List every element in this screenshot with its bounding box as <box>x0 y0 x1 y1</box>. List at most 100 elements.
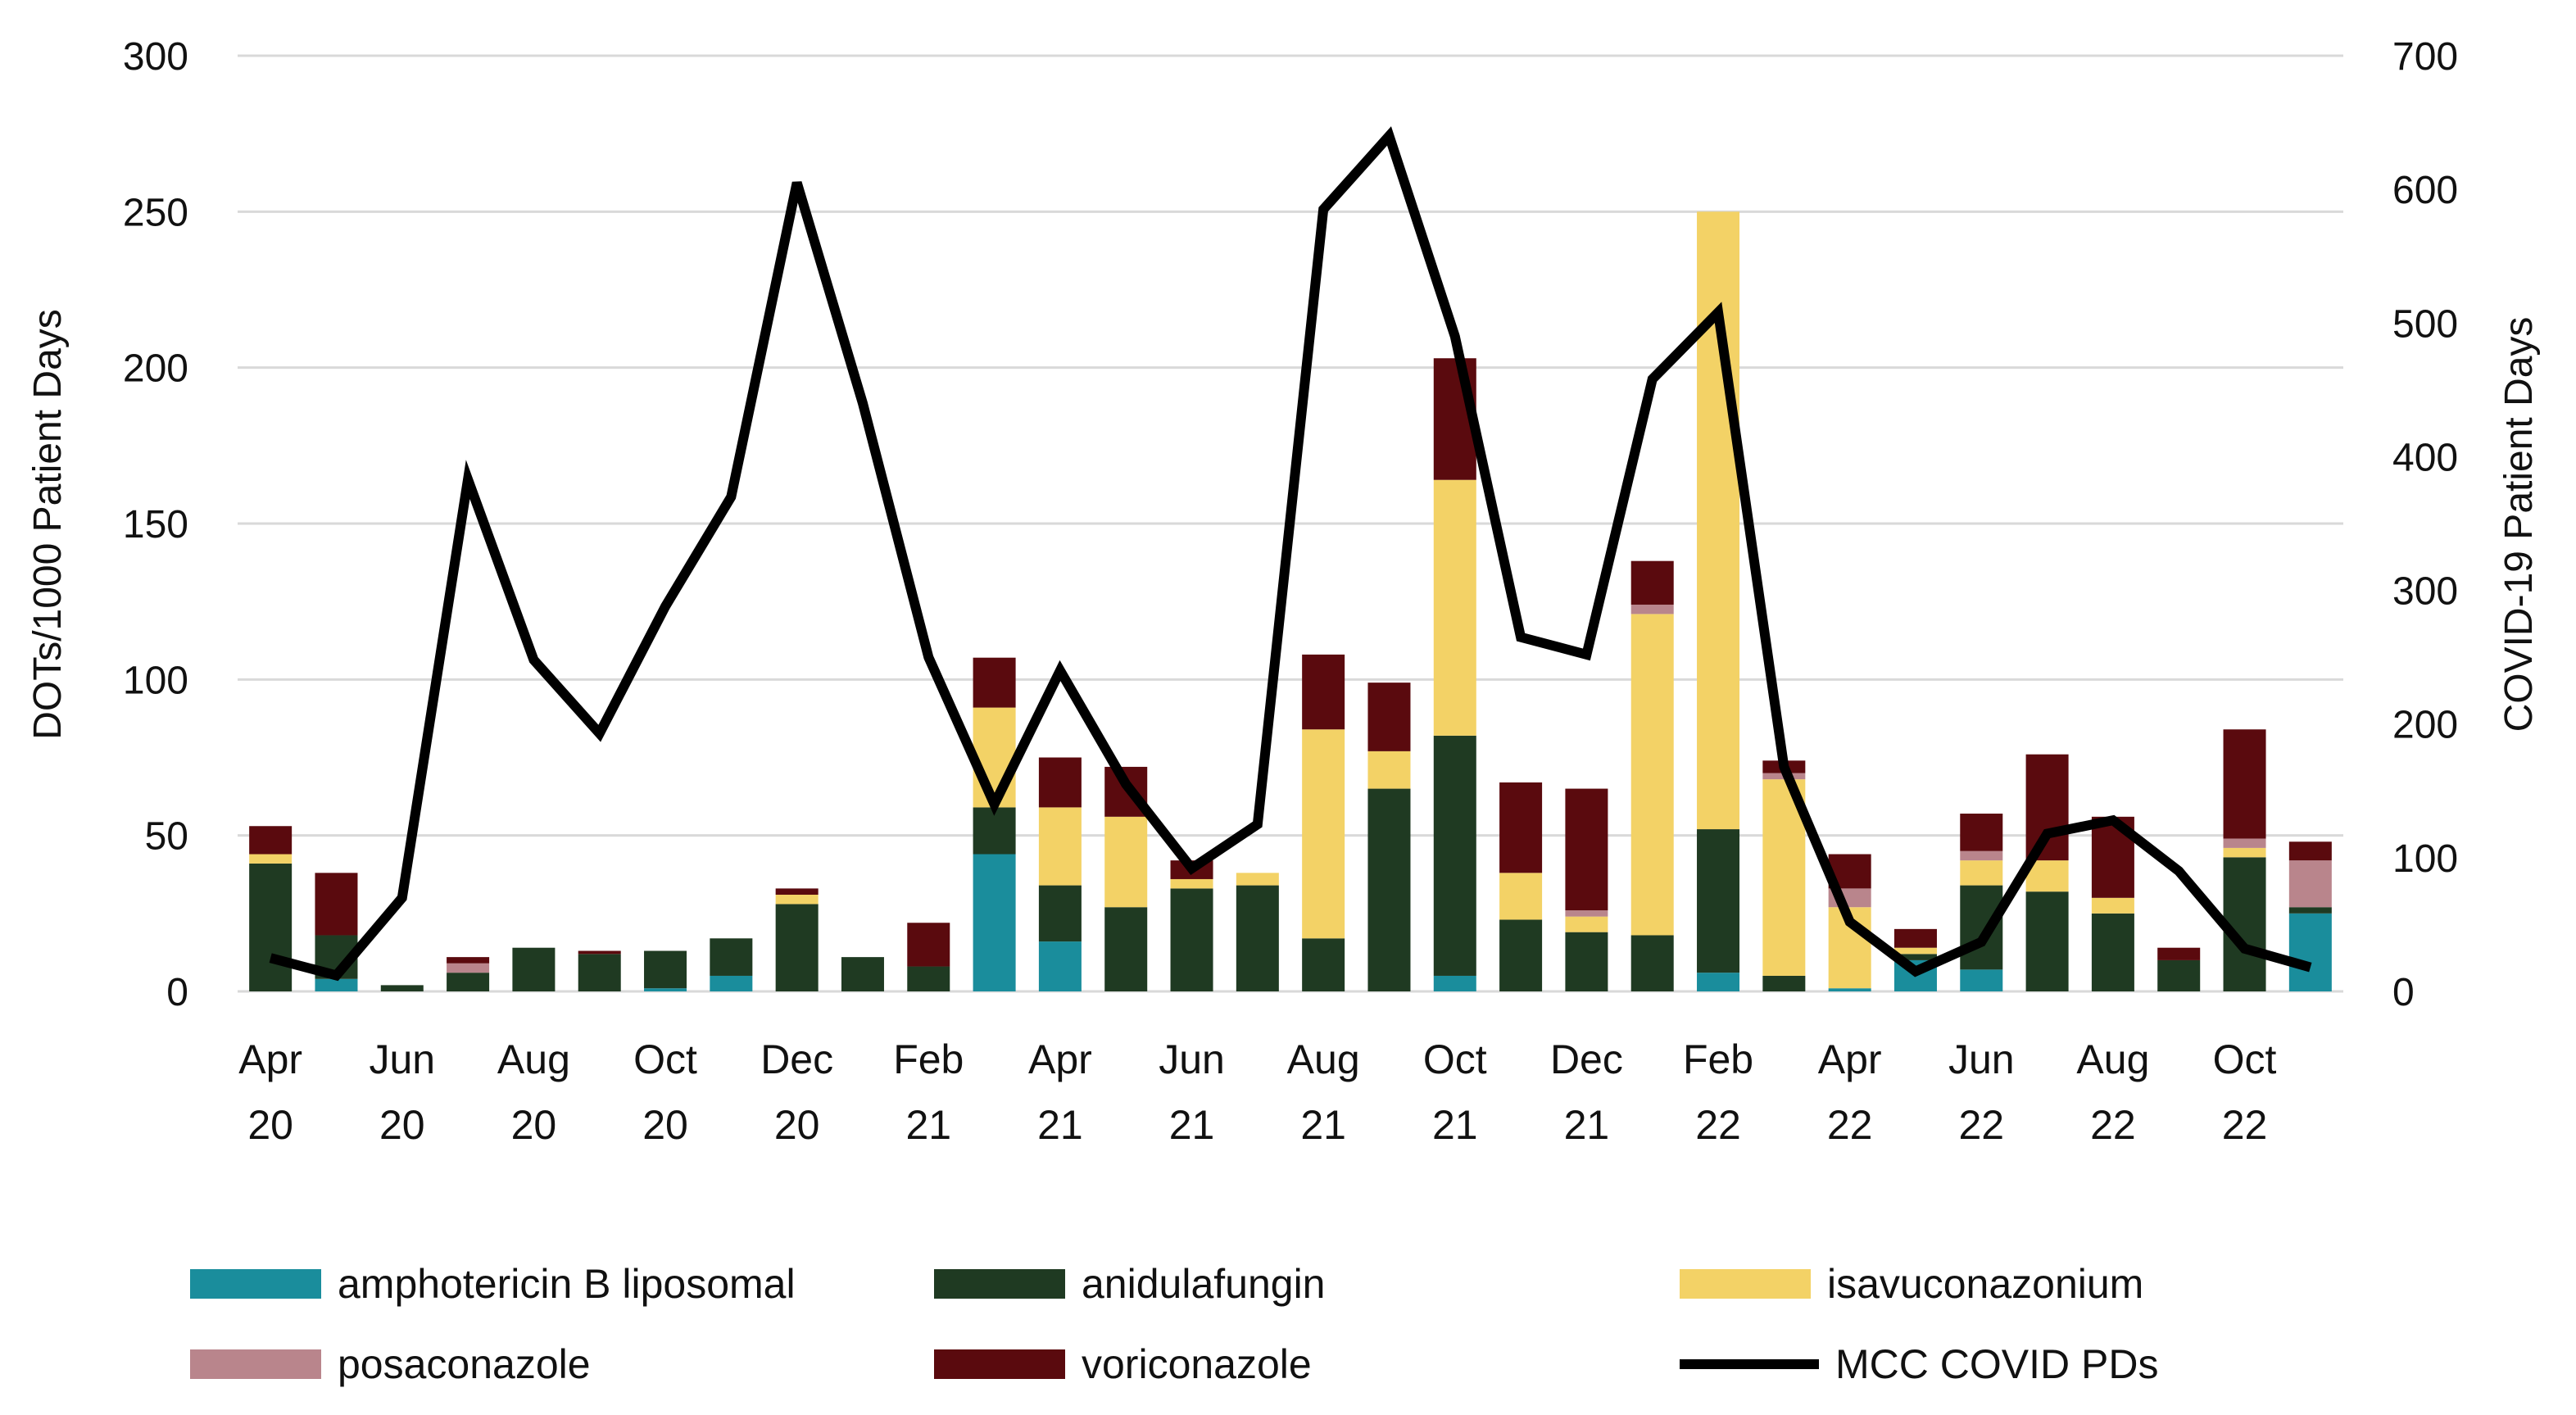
bar-segment-posaconazole <box>2288 860 2332 908</box>
x-tick-label-month: Jun <box>369 1036 435 1082</box>
legend-label: amphotericin B liposomal <box>338 1261 796 1307</box>
x-tick-label-year: 20 <box>511 1102 557 1148</box>
left-tick-label: 200 <box>123 347 188 391</box>
x-tick-label-year: 22 <box>1827 1102 1873 1148</box>
x-tick-label-month: Dec <box>760 1036 833 1082</box>
bar-segment-anidulafungin <box>1893 954 1937 960</box>
left-tick-label: 250 <box>123 191 188 234</box>
bar-segment-amphotericin-b-liposomal <box>1038 941 1082 991</box>
x-tick-label-year: 21 <box>1432 1102 1478 1148</box>
bar-segment-voriconazole <box>2025 754 2069 861</box>
bar-segment-isavuconazonium <box>1170 878 1213 889</box>
x-tick-label-month: Jun <box>1159 1036 1225 1082</box>
bar-segment-anidulafungin <box>1367 788 1411 991</box>
x-tick-label-month: Feb <box>1683 1036 1753 1082</box>
bar-segment-anidulafungin <box>380 985 424 991</box>
bar-segment-anidulafungin <box>1960 885 2003 970</box>
legend-swatch <box>1680 1269 1811 1299</box>
bar-segment-voriconazole <box>1038 757 1082 808</box>
bar-segment-posaconazole <box>2223 838 2266 848</box>
bar-segment-posaconazole <box>447 963 490 973</box>
bar-segment-posaconazole <box>1565 910 1608 917</box>
bar-segment-isavuconazonium <box>1697 211 1740 830</box>
bar-segment-anidulafungin <box>841 957 884 991</box>
bar-segment-isavuconazonium <box>2091 897 2134 914</box>
right-tick-label: 100 <box>2392 837 2458 881</box>
bar-segment-amphotericin-b-liposomal <box>1960 969 2003 991</box>
right-tick-label: 200 <box>2392 704 2458 747</box>
bar-segment-isavuconazonium <box>249 854 293 864</box>
legend-swatch <box>190 1269 321 1299</box>
x-tick-label-year: 22 <box>1695 1102 1741 1148</box>
bar-stacks <box>249 211 2332 991</box>
bar-segment-voriconazole <box>775 888 819 895</box>
x-tick-label-month: Oct <box>2213 1036 2277 1082</box>
x-tick-label-month: Oct <box>1423 1036 1487 1082</box>
bar-segment-anidulafungin <box>249 863 293 991</box>
legend-label: MCC COVID PDs <box>1835 1341 2158 1387</box>
covid-line-layer <box>269 126 2312 982</box>
x-tick-label-year: 21 <box>1037 1102 1083 1148</box>
x-tick-label-year: 21 <box>1300 1102 1346 1148</box>
bar-segment-amphotericin-b-liposomal <box>644 988 687 991</box>
legend-label: anidulafungin <box>1082 1261 1326 1307</box>
bar-segment-voriconazole <box>2157 947 2201 960</box>
x-tick-label-year: 22 <box>2222 1102 2268 1148</box>
bar-segment-isavuconazonium <box>1630 614 1674 936</box>
bar-segment-isavuconazonium <box>1038 807 1082 886</box>
bar-segment-amphotericin-b-liposomal <box>315 978 358 991</box>
left-tick-label: 0 <box>166 971 188 1014</box>
bar-segment-voriconazole <box>1499 782 1543 873</box>
bar-segment-amphotericin-b-liposomal <box>1697 973 1740 991</box>
x-tick-label-year: 22 <box>2090 1102 2136 1148</box>
bar-segment-isavuconazonium <box>1565 916 1608 932</box>
bar-segment-posaconazole <box>1960 850 2003 861</box>
bar-segment-voriconazole <box>1302 654 1345 730</box>
x-tick-label-month: Dec <box>1550 1036 1623 1082</box>
bar-segment-isavuconazonium <box>1367 751 1411 789</box>
bar-segment-voriconazole <box>1960 814 2003 851</box>
bar-segment-anidulafungin <box>1170 888 1213 991</box>
legend-label: isavuconazonium <box>1827 1261 2143 1307</box>
right-axis-label: COVID-19 Patient Days <box>2497 317 2541 732</box>
bar-segment-voriconazole <box>973 657 1016 708</box>
bar-segment-anidulafungin <box>1104 907 1148 991</box>
x-tick-label-year: 21 <box>1564 1102 1610 1148</box>
bar-segment-anidulafungin <box>1762 975 1806 991</box>
bar-segment-anidulafungin <box>2091 913 2134 991</box>
bar-segment-isavuconazonium <box>973 707 1016 808</box>
bar-segment-voriconazole <box>2288 841 2332 861</box>
legend-label: voriconazole <box>1082 1341 1312 1387</box>
legend-swatch <box>934 1349 1065 1379</box>
bar-segment-anidulafungin <box>1565 932 1608 991</box>
legend-label: posaconazole <box>338 1341 591 1387</box>
bar-segment-voriconazole <box>1893 928 1937 948</box>
bar-segment-voriconazole <box>2223 729 2266 839</box>
x-tick-label-year: 21 <box>905 1102 951 1148</box>
bar-segment-anidulafungin <box>2288 907 2332 914</box>
x-tick-label-year: 20 <box>642 1102 688 1148</box>
bar-segment-anidulafungin <box>512 947 556 991</box>
x-tick-label-month: Oct <box>633 1036 697 1082</box>
bar-segment-isavuconazonium <box>1236 873 1279 886</box>
bar-segment-isavuconazonium <box>1104 816 1148 908</box>
x-tick-label-month: Apr <box>1818 1036 1882 1082</box>
right-tick-label: 0 <box>2392 971 2415 1014</box>
right-axis-ticks: 0 100 200 300 400 500 600 700 <box>2392 35 2458 1014</box>
x-tick-label-month: Aug <box>497 1036 570 1082</box>
left-tick-label: 100 <box>123 659 188 702</box>
bar-segment-voriconazole <box>1565 788 1608 911</box>
bar-segment-amphotericin-b-liposomal <box>1433 975 1476 991</box>
bar-segment-anidulafungin <box>2025 891 2069 991</box>
bar-segment-isavuconazonium <box>2223 847 2266 858</box>
bar-segment-voriconazole <box>578 950 621 955</box>
bar-segment-isavuconazonium <box>1893 947 1937 955</box>
x-tick-label-year: 20 <box>774 1102 820 1148</box>
right-tick-label: 300 <box>2392 570 2458 614</box>
left-tick-label: 150 <box>123 503 188 546</box>
legend-swatch <box>190 1349 321 1379</box>
left-axis-ticks: 0 50 100 150 200 250 300 <box>123 35 188 1014</box>
bar-segment-isavuconazonium <box>775 894 819 905</box>
bar-segment-posaconazole <box>1630 604 1674 615</box>
